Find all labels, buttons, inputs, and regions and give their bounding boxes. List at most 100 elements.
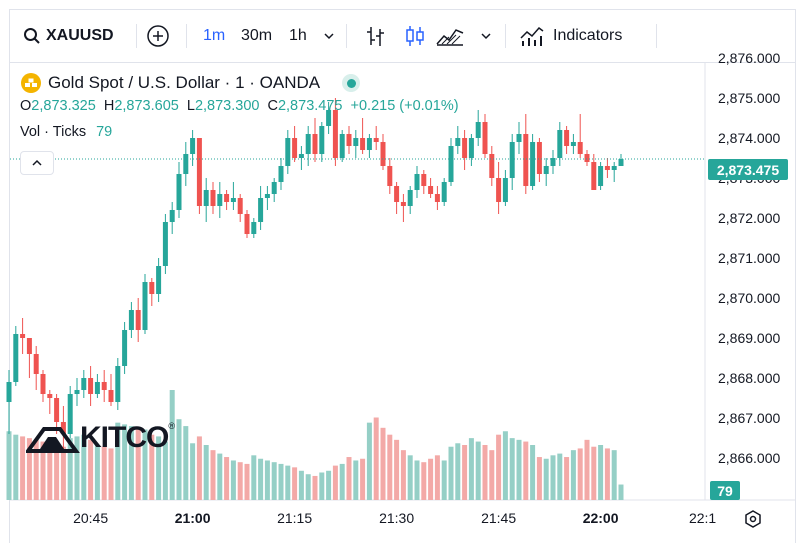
candle: [40, 370, 46, 402]
volume-bar: [468, 438, 474, 500]
candle-body: [258, 198, 264, 222]
last-volume-tag: 79: [710, 481, 740, 500]
candle: [414, 166, 420, 198]
candle-body: [557, 130, 563, 158]
candles-style-button[interactable]: [404, 10, 426, 62]
chevron-down-icon: [324, 33, 334, 40]
legend-title: Gold Spot / U.S. Dollar · 1 · OANDA: [48, 73, 321, 92]
volume-bar: [557, 453, 563, 500]
candle-body: [156, 266, 162, 294]
candle: [360, 118, 366, 154]
collapse-legend-button[interactable]: [20, 151, 54, 175]
candle: [319, 122, 325, 162]
candle-body: [502, 178, 508, 202]
indicators-label: Indicators: [553, 27, 623, 44]
indicators-icon: [520, 26, 544, 46]
volume-bar: [176, 419, 182, 500]
candle-body: [428, 186, 434, 194]
price-tick-label: 2,872.000: [718, 210, 781, 226]
area-style-button[interactable]: [435, 10, 465, 62]
close-label: C: [267, 98, 278, 114]
volume-bar: [278, 463, 284, 500]
market-open-dot-icon: [346, 78, 356, 88]
volume-bar: [332, 465, 338, 500]
toolbar-divider: [505, 24, 506, 48]
candle-body: [618, 159, 624, 166]
volume-bar: [536, 457, 542, 500]
candle: [448, 138, 454, 186]
volume-bar: [190, 443, 196, 500]
kitco-watermark: KITCO ®: [26, 421, 175, 455]
candle-body: [162, 222, 168, 266]
candle: [502, 170, 508, 206]
candle: [115, 358, 121, 410]
candle: [482, 114, 488, 158]
candle: [373, 126, 379, 150]
volume-bar: [162, 441, 168, 500]
candle-body: [353, 138, 359, 146]
candle-body: [108, 390, 114, 402]
candle: [387, 158, 393, 194]
candle-body: [54, 398, 60, 422]
candle-body: [20, 334, 26, 338]
chart-settings-button[interactable]: [744, 510, 762, 533]
volume-bar: [196, 436, 202, 500]
chevron-down-icon: [481, 33, 491, 40]
volume-bar: [570, 450, 576, 500]
candle-body: [278, 166, 284, 182]
candle: [26, 338, 32, 378]
volume-bar: [33, 439, 39, 500]
candle: [326, 102, 332, 134]
volume-bar: [509, 438, 515, 500]
last-price-tag: 2,873.475: [708, 159, 788, 180]
candle-body: [312, 134, 318, 154]
volume-bar: [455, 443, 461, 500]
symbol-search[interactable]: XAUUSD: [23, 10, 114, 62]
candle-body: [26, 338, 32, 354]
interval-1m[interactable]: 1m: [203, 10, 225, 62]
volume-bar: [604, 448, 610, 500]
interval-1h[interactable]: 1h: [289, 10, 307, 62]
interval-30m[interactable]: 30m: [241, 10, 272, 62]
candle-body: [81, 378, 87, 390]
candle: [13, 326, 19, 386]
volume-bar: [482, 445, 488, 500]
candle-body: [489, 154, 495, 178]
candle: [190, 130, 196, 166]
candle: [20, 318, 26, 354]
candle-body: [387, 166, 393, 186]
volume-bar: [428, 458, 434, 500]
candle-body: [475, 122, 481, 138]
interval-dropdown[interactable]: [323, 10, 335, 62]
chart-type-dropdown[interactable]: [480, 10, 492, 62]
time-tick-label: 21:00: [174, 510, 211, 526]
volume-bar: [47, 443, 53, 500]
volume-bar: [20, 436, 26, 500]
candles-icon: [406, 26, 424, 46]
interval-1m-label: 1m: [203, 27, 226, 44]
candle-body: [115, 366, 121, 402]
candle-body: [482, 122, 488, 154]
candle-body: [285, 138, 291, 166]
volume-bar: [530, 445, 536, 500]
candle: [564, 126, 570, 154]
market-status-badge[interactable]: [342, 74, 361, 92]
volume-bar: [366, 422, 372, 500]
volume-bar: [128, 426, 134, 500]
candle-body: [292, 138, 298, 158]
candle: [135, 298, 141, 342]
ohlc-row: O2,873.325 H2,873.605 L2,873.300 C2,873.…: [20, 98, 459, 114]
candle-body: [33, 354, 39, 374]
candle: [421, 170, 427, 194]
compare-button[interactable]: [146, 10, 170, 62]
candle-body: [373, 138, 379, 142]
candle-body: [414, 174, 420, 190]
settings-hexagon-icon: [745, 510, 761, 528]
bar-style-button[interactable]: [365, 10, 387, 62]
candle: [536, 138, 542, 182]
volume-bars: [6, 390, 624, 500]
indicators-button[interactable]: Indicators: [519, 10, 622, 62]
legend-title-row: Gold Spot / U.S. Dollar · 1 · OANDA: [20, 72, 361, 94]
candle-body: [380, 142, 386, 166]
